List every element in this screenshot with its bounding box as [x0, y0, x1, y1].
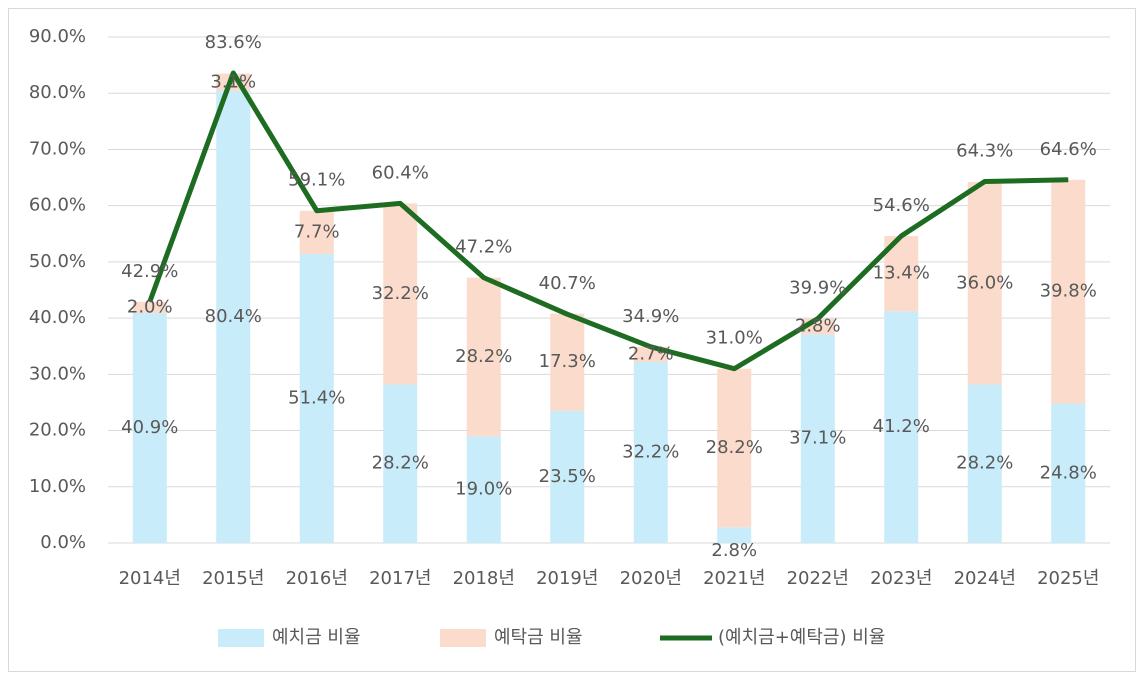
data-label: 39.9%: [789, 278, 846, 299]
data-label: 19.0%: [455, 479, 512, 500]
x-tick-label: 2022년: [787, 568, 849, 589]
x-tick-label: 2023년: [870, 568, 932, 589]
bar-segment: [132, 301, 167, 314]
data-label: 2.0%: [127, 296, 173, 317]
data-label: 23.5%: [539, 466, 596, 487]
data-label: 3.1%: [210, 71, 256, 92]
legend-label: 예치금 비율: [272, 627, 361, 648]
y-tick-label: 50.0%: [29, 251, 86, 272]
data-label: 13.4%: [873, 263, 930, 284]
bar-segment: [1051, 179, 1086, 404]
y-tick-label: 70.0%: [29, 138, 86, 159]
bar-segment: [132, 313, 167, 543]
data-label: 54.6%: [873, 195, 930, 216]
data-label: 64.3%: [956, 140, 1013, 161]
data-label: 24.8%: [1040, 462, 1097, 483]
x-tick-label: 2019년: [536, 568, 598, 589]
x-tick-label: 2015년: [202, 568, 264, 589]
data-label: 80.4%: [205, 306, 262, 327]
data-label: 47.2%: [455, 237, 512, 258]
x-tick-label: 2025년: [1037, 568, 1099, 589]
bar-segment: [884, 311, 919, 543]
data-label: 31.0%: [706, 328, 763, 349]
bar-segment: [216, 90, 251, 544]
chart-border: [8, 8, 1136, 672]
x-tick-label: 2014년: [119, 568, 181, 589]
data-label: 40.9%: [121, 417, 178, 438]
y-tick-label: 60.0%: [29, 195, 86, 216]
bar-segment: [466, 277, 501, 437]
data-label: 28.2%: [455, 346, 512, 367]
x-tick-label: 2017년: [369, 568, 431, 589]
bar-segment: [383, 203, 418, 385]
y-tick-label: 10.0%: [29, 476, 86, 497]
y-tick-label: 30.0%: [29, 363, 86, 384]
bar-segment: [717, 527, 752, 543]
data-label: 59.1%: [288, 170, 345, 191]
data-label: 36.0%: [956, 272, 1013, 293]
x-tick-label: 2016년: [286, 568, 348, 589]
data-label: 39.8%: [1040, 281, 1097, 302]
y-tick-label: 20.0%: [29, 420, 86, 441]
x-tick-label: 2024년: [954, 568, 1016, 589]
data-label: 64.6%: [1040, 139, 1097, 160]
data-label: 7.7%: [294, 221, 340, 242]
legend-label: (예치금+예탁금) 비율: [718, 627, 885, 648]
line: [147, 70, 1069, 372]
legend-swatch: [218, 629, 264, 647]
data-label: 28.2%: [372, 453, 429, 474]
bar-segment: [299, 210, 334, 255]
data-label: 42.9%: [121, 261, 178, 282]
data-label: 60.4%: [372, 162, 429, 183]
data-label: 37.1%: [789, 428, 846, 449]
data-label: 41.2%: [873, 416, 930, 437]
data-label: 2.8%: [711, 540, 757, 561]
bar-segment: [550, 313, 585, 411]
x-tick-label: 2021년: [703, 568, 765, 589]
data-label: 28.2%: [706, 437, 763, 458]
bar-segment: [800, 334, 835, 543]
x-tick-label: 2020년: [620, 568, 682, 589]
data-label: 17.3%: [539, 351, 596, 372]
data-label: 2.7%: [628, 343, 674, 364]
bar-segment: [717, 368, 752, 528]
y-tick-label: 80.0%: [29, 82, 86, 103]
x-tick-label: 2018년: [453, 568, 515, 589]
bar-segment: [1051, 403, 1086, 543]
data-label: 2.8%: [795, 316, 841, 337]
bar-segment: [967, 182, 1002, 385]
legend-swatch: [440, 629, 486, 647]
data-label: 28.2%: [956, 453, 1013, 474]
data-label: 40.7%: [539, 273, 596, 294]
data-label: 83.6%: [205, 32, 262, 53]
y-tick-label: 90.0%: [29, 26, 86, 47]
data-label: 32.2%: [622, 441, 679, 462]
legend-label: 예탁금 비율: [494, 627, 583, 648]
bar-segment: [550, 410, 585, 543]
bar-segment: [299, 254, 334, 544]
data-label: 34.9%: [622, 306, 679, 327]
y-tick-label: 0.0%: [40, 532, 86, 553]
bar-segment: [967, 384, 1002, 543]
data-label: 51.4%: [288, 388, 345, 409]
bar-segment: [466, 436, 501, 543]
y-tick-label: 40.0%: [29, 307, 86, 328]
bar-segment: [633, 361, 668, 543]
data-label: 32.2%: [372, 283, 429, 304]
bar-segment: [383, 384, 418, 543]
